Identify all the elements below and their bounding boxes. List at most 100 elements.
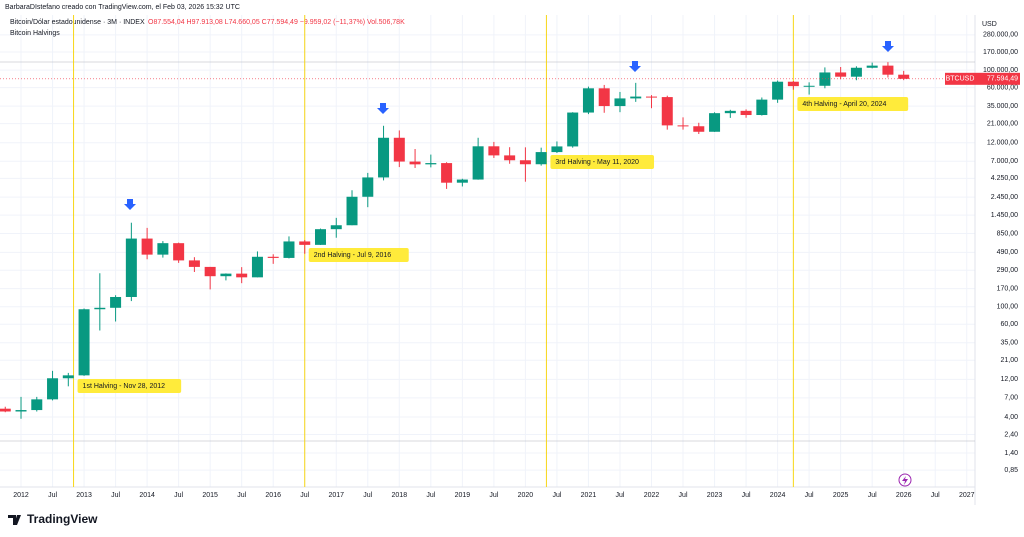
candle-body [362,177,374,197]
event-icon[interactable] [898,473,912,487]
candle-body [220,273,232,277]
candle-body [630,96,642,99]
y-tick-label: 1.450,00 [991,212,1018,219]
peak-arrow [629,61,641,72]
candle-body [535,152,547,165]
x-tick-label: Jul [237,492,246,499]
peak-arrow [377,103,389,114]
currency: USD [982,21,997,28]
candle-body [283,241,295,258]
candle-body [31,399,43,411]
x-tick-label: 2014 [139,492,155,499]
x-tick-label: Jul [742,492,751,499]
peak-arrow [124,199,136,210]
x-tick-label: Jul [552,492,561,499]
y-tick-label: 21.000,00 [987,120,1018,127]
candle-body [267,256,279,258]
candle-body [850,67,862,77]
halving-label: 2nd Halving - Jul 9, 2016 [314,252,392,259]
candle-body [409,161,421,165]
y-tick-label: 4,00 [1004,414,1018,421]
y-tick-label: 21,00 [1000,357,1018,364]
logo: TradingView [8,512,98,526]
credit: BarbaraDIstefano creado con TradingView.… [5,4,240,11]
candle-body [614,98,626,107]
x-tick-label: Jul [679,492,688,499]
x-tick-label: 2022 [644,492,660,499]
candle-body [772,81,784,100]
x-tick-label: 2017 [328,492,344,499]
x-tick-label: Jul [805,492,814,499]
y-tick-label: 35,00 [1000,340,1018,347]
candle-body [62,375,74,379]
candle-body [141,238,153,255]
candle-body [393,137,405,162]
y-tick-label: 170.000,00 [983,49,1018,56]
candle-body [173,243,185,261]
logo-text: TradingView [27,512,98,526]
candle-body [330,225,342,230]
candle-body [441,163,453,183]
y-tick-label: 7.000,00 [991,158,1018,165]
candle-body [251,256,263,278]
y-tick-label: 0,85 [1004,467,1018,474]
candle-body [882,65,894,75]
x-tick-label: Jul [489,492,498,499]
candle-body [709,113,721,132]
candle-body [110,296,122,308]
candle-body [756,99,768,116]
x-tick-label: 2015 [202,492,218,499]
y-tick-label: 4.250,00 [991,175,1018,182]
candle-body [0,408,11,412]
candle-body [724,110,736,114]
candle-body [472,146,484,180]
candle-body [204,266,216,277]
candle-body [47,378,59,400]
symbol: Bitcoin/Dólar estadounidense · 3M · INDE… [10,19,145,26]
y-tick-label: 490,00 [997,249,1019,256]
last-price-name-bg [945,72,975,85]
x-tick-label: 2018 [392,492,408,499]
last-price-name: BTCUSD [946,76,975,83]
indicator: Bitcoin Halvings [10,30,60,37]
candle-body [299,241,311,245]
candle-body [898,74,910,79]
candle-body [125,238,137,297]
candle-body [188,260,200,267]
candle-body [803,85,815,87]
halving-label: 3rd Halving - May 11, 2020 [555,159,639,166]
candle-body [519,160,531,165]
y-tick-label: 35.000,00 [987,103,1018,110]
x-tick-label: Jul [931,492,940,499]
candle-body [157,243,169,255]
candle-body [346,196,358,226]
x-tick-label: Jul [48,492,57,499]
x-tick-label: 2027 [959,492,975,499]
y-tick-label: 100.000,00 [983,67,1018,74]
y-tick-label: 60.000,00 [987,84,1018,91]
candle-body [661,97,673,126]
x-tick-label: 2025 [833,492,849,499]
candle-body [456,179,468,183]
halving-label: 4th Halving - April 20, 2024 [802,101,886,108]
grid [0,15,975,487]
candle-body [567,112,579,147]
candle-body [551,146,563,153]
peak-arrow [882,41,894,52]
candle-body [677,125,689,127]
halving-label-bg [77,379,182,393]
y-tick-label: 1,40 [1004,450,1018,457]
candle-body [236,273,248,278]
x-tick-label: 2016 [265,492,281,499]
x-tick-label: 2013 [76,492,92,499]
last-price-label: 77.594,49 [987,76,1018,83]
last-price-bg [975,72,1020,85]
y-tick-label: 280.000,00 [983,32,1018,39]
x-tick-label: Jul [616,492,625,499]
event-bolt [902,476,908,485]
candle-body [740,110,752,116]
candle-body [693,126,705,132]
x-tick-label: 2021 [581,492,597,499]
x-tick-label: 2020 [518,492,534,499]
